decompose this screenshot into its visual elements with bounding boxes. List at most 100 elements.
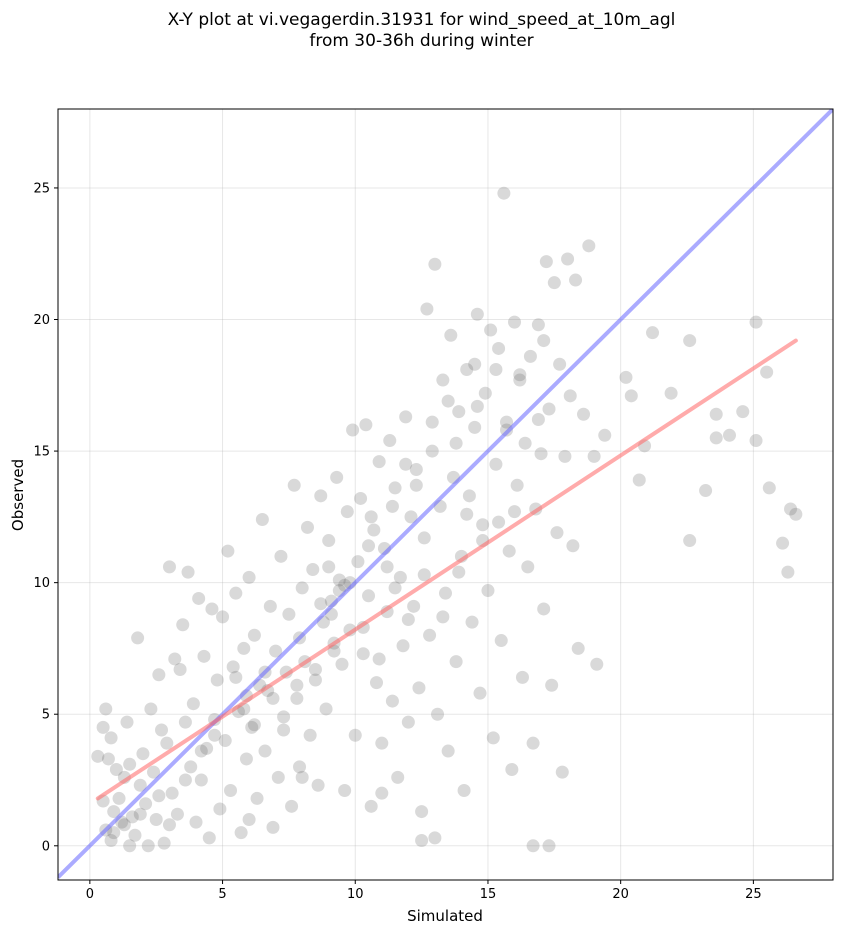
data-point bbox=[155, 723, 169, 737]
data-point bbox=[375, 786, 389, 800]
y-tick-label: 15 bbox=[33, 445, 50, 460]
fit-line bbox=[95, 338, 798, 801]
data-point bbox=[492, 515, 506, 529]
data-point bbox=[290, 678, 304, 692]
data-point bbox=[364, 799, 378, 813]
data-point bbox=[553, 357, 567, 371]
data-point bbox=[550, 526, 564, 540]
data-point bbox=[117, 818, 131, 832]
data-point bbox=[144, 702, 158, 716]
data-point bbox=[587, 449, 601, 463]
data-point bbox=[441, 744, 455, 758]
data-point bbox=[385, 694, 399, 708]
y-tick-label: 5 bbox=[42, 708, 50, 723]
data-point bbox=[555, 765, 569, 779]
data-point bbox=[409, 463, 423, 477]
data-point bbox=[269, 644, 283, 658]
data-point bbox=[101, 752, 115, 766]
data-point bbox=[250, 791, 264, 805]
data-point bbox=[534, 447, 548, 461]
data-point bbox=[452, 405, 466, 419]
data-point bbox=[436, 610, 450, 624]
data-point bbox=[436, 373, 450, 387]
data-point bbox=[308, 673, 322, 687]
data-point bbox=[242, 570, 256, 584]
data-point bbox=[561, 252, 575, 266]
data-point bbox=[749, 315, 763, 329]
data-point bbox=[208, 728, 222, 742]
plot-frame bbox=[57, 108, 834, 881]
data-point bbox=[526, 839, 540, 853]
data-point bbox=[170, 807, 184, 821]
data-point bbox=[136, 747, 150, 761]
data-point bbox=[186, 697, 200, 711]
data-point bbox=[523, 349, 537, 363]
data-point bbox=[245, 720, 259, 734]
data-point bbox=[202, 831, 216, 845]
data-point bbox=[619, 370, 633, 384]
data-point bbox=[508, 315, 522, 329]
data-point bbox=[362, 589, 376, 603]
data-point bbox=[709, 431, 723, 445]
data-point bbox=[699, 484, 713, 498]
data-point bbox=[338, 784, 352, 798]
chart-title-line-2: from 30-36h during winter bbox=[309, 31, 534, 51]
data-point bbox=[542, 402, 556, 416]
data-point bbox=[736, 405, 750, 419]
data-point bbox=[104, 834, 118, 848]
data-point bbox=[263, 599, 277, 613]
data-point bbox=[486, 731, 500, 745]
data-point bbox=[216, 610, 230, 624]
data-point bbox=[123, 839, 137, 853]
data-point bbox=[189, 815, 203, 829]
data-point bbox=[109, 762, 123, 776]
data-point bbox=[431, 707, 445, 721]
data-point bbox=[465, 615, 479, 629]
data-point bbox=[749, 434, 763, 448]
data-point bbox=[412, 681, 426, 695]
data-point bbox=[375, 736, 389, 750]
data-point bbox=[266, 691, 280, 705]
data-point bbox=[489, 363, 503, 377]
data-point bbox=[722, 428, 736, 442]
data-point bbox=[277, 710, 291, 724]
data-point bbox=[460, 363, 474, 377]
data-point bbox=[139, 797, 153, 811]
data-point bbox=[120, 715, 134, 729]
data-point bbox=[300, 520, 314, 534]
data-point bbox=[497, 186, 511, 200]
data-point bbox=[399, 457, 413, 471]
data-point bbox=[473, 686, 487, 700]
data-point bbox=[362, 539, 376, 553]
data-point bbox=[537, 334, 551, 348]
data-point bbox=[123, 757, 137, 771]
data-point bbox=[369, 676, 383, 690]
data-point bbox=[391, 770, 405, 784]
data-point bbox=[781, 565, 795, 579]
x-axis-label: Simulated bbox=[407, 907, 483, 925]
data-point bbox=[128, 828, 142, 842]
data-point bbox=[356, 647, 370, 661]
data-point bbox=[354, 491, 368, 505]
identity-line bbox=[58, 109, 833, 879]
data-point bbox=[107, 826, 121, 840]
data-point bbox=[683, 534, 697, 548]
data-point bbox=[205, 602, 219, 616]
data-point bbox=[152, 668, 166, 682]
data-point bbox=[133, 807, 147, 821]
data-point bbox=[160, 736, 174, 750]
data-point bbox=[404, 510, 418, 524]
data-point bbox=[515, 670, 529, 684]
data-point bbox=[420, 302, 434, 316]
x-tick-label: 15 bbox=[480, 887, 497, 902]
data-point bbox=[173, 662, 187, 676]
data-point bbox=[784, 502, 798, 516]
x-tick-label: 0 bbox=[86, 887, 94, 902]
data-point bbox=[359, 418, 373, 432]
data-point bbox=[417, 568, 431, 582]
data-point bbox=[510, 478, 524, 492]
data-point bbox=[308, 662, 322, 676]
data-point bbox=[415, 834, 429, 848]
data-point bbox=[162, 818, 176, 832]
data-point bbox=[380, 560, 394, 574]
